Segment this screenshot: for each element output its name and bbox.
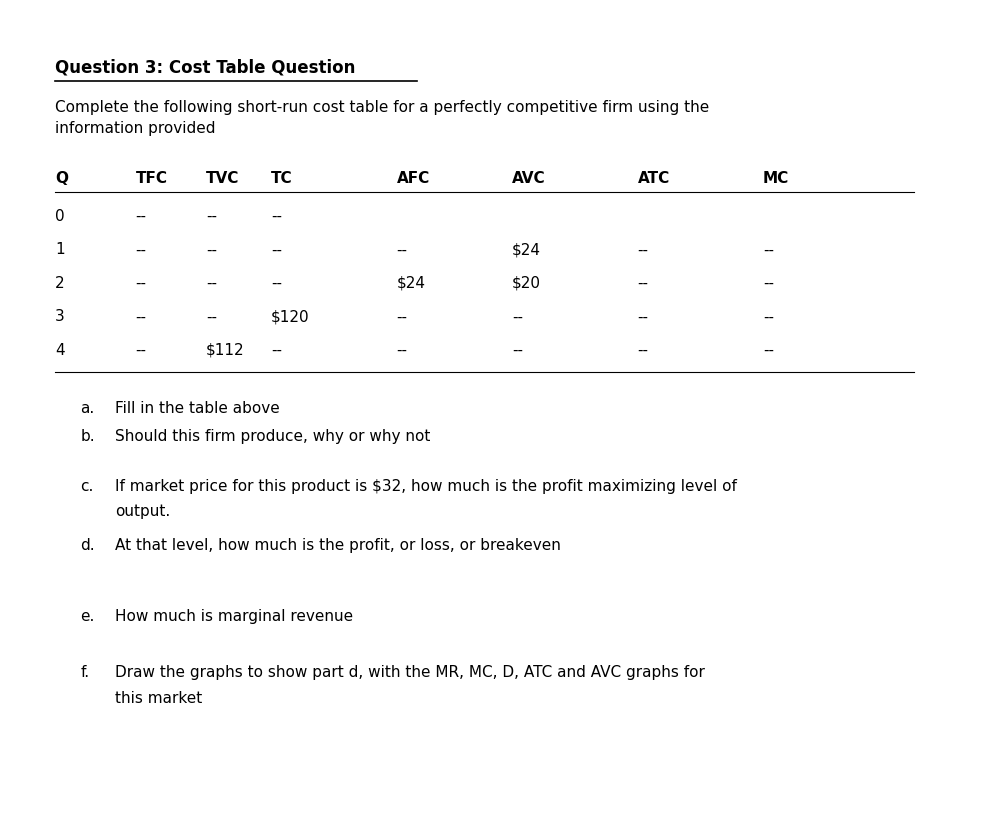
Text: e.: e. xyxy=(80,609,94,624)
Text: $24: $24 xyxy=(396,276,425,291)
Text: --: -- xyxy=(762,309,773,324)
Text: information provided: information provided xyxy=(55,121,216,136)
Text: $20: $20 xyxy=(512,276,541,291)
Text: 2: 2 xyxy=(55,276,65,291)
Text: TVC: TVC xyxy=(206,171,239,186)
Text: --: -- xyxy=(396,242,407,257)
Text: --: -- xyxy=(637,309,648,324)
Text: --: -- xyxy=(637,242,648,257)
Text: Complete the following short-run cost table for a perfectly competitive firm usi: Complete the following short-run cost ta… xyxy=(55,100,709,115)
Text: 1: 1 xyxy=(55,242,65,257)
Text: --: -- xyxy=(135,309,146,324)
Text: --: -- xyxy=(135,242,146,257)
Text: AFC: AFC xyxy=(396,171,429,186)
Text: --: -- xyxy=(206,276,217,291)
Text: --: -- xyxy=(135,276,146,291)
Text: $24: $24 xyxy=(512,242,541,257)
Text: --: -- xyxy=(271,242,282,257)
Text: $120: $120 xyxy=(271,309,309,324)
Text: --: -- xyxy=(271,343,282,358)
Text: --: -- xyxy=(637,343,648,358)
Text: this market: this market xyxy=(115,691,203,706)
Text: --: -- xyxy=(206,209,217,224)
Text: How much is marginal revenue: How much is marginal revenue xyxy=(115,609,353,624)
Text: --: -- xyxy=(762,343,773,358)
Text: Question 3: Cost Table Question: Question 3: Cost Table Question xyxy=(55,59,355,77)
Text: ATC: ATC xyxy=(637,171,669,186)
Text: --: -- xyxy=(135,209,146,224)
Text: --: -- xyxy=(762,242,773,257)
Text: AVC: AVC xyxy=(512,171,545,186)
Text: --: -- xyxy=(135,343,146,358)
Text: Should this firm produce, why or why not: Should this firm produce, why or why not xyxy=(115,429,430,444)
Text: TC: TC xyxy=(271,171,293,186)
Text: --: -- xyxy=(396,343,407,358)
Text: Q: Q xyxy=(55,171,68,186)
Text: At that level, how much is the profit, or loss, or breakeven: At that level, how much is the profit, o… xyxy=(115,538,561,553)
Text: --: -- xyxy=(206,309,217,324)
Text: --: -- xyxy=(762,276,773,291)
Text: 4: 4 xyxy=(55,343,65,358)
Text: d.: d. xyxy=(80,538,95,553)
Text: 0: 0 xyxy=(55,209,65,224)
Text: --: -- xyxy=(271,276,282,291)
Text: b.: b. xyxy=(80,429,95,444)
Text: --: -- xyxy=(512,309,523,324)
Text: $112: $112 xyxy=(206,343,244,358)
Text: c.: c. xyxy=(80,479,93,494)
Text: output.: output. xyxy=(115,504,171,519)
Text: --: -- xyxy=(271,209,282,224)
Text: MC: MC xyxy=(762,171,788,186)
Text: a.: a. xyxy=(80,401,94,416)
Text: Draw the graphs to show part d, with the MR, MC, D, ATC and AVC graphs for: Draw the graphs to show part d, with the… xyxy=(115,665,705,681)
Text: f.: f. xyxy=(80,665,89,681)
Text: 3: 3 xyxy=(55,309,65,324)
Text: --: -- xyxy=(637,276,648,291)
Text: If market price for this product is $32, how much is the profit maximizing level: If market price for this product is $32,… xyxy=(115,479,736,494)
Text: Fill in the table above: Fill in the table above xyxy=(115,401,280,416)
Text: --: -- xyxy=(512,343,523,358)
Text: --: -- xyxy=(396,309,407,324)
Text: --: -- xyxy=(206,242,217,257)
Text: TFC: TFC xyxy=(135,171,168,186)
